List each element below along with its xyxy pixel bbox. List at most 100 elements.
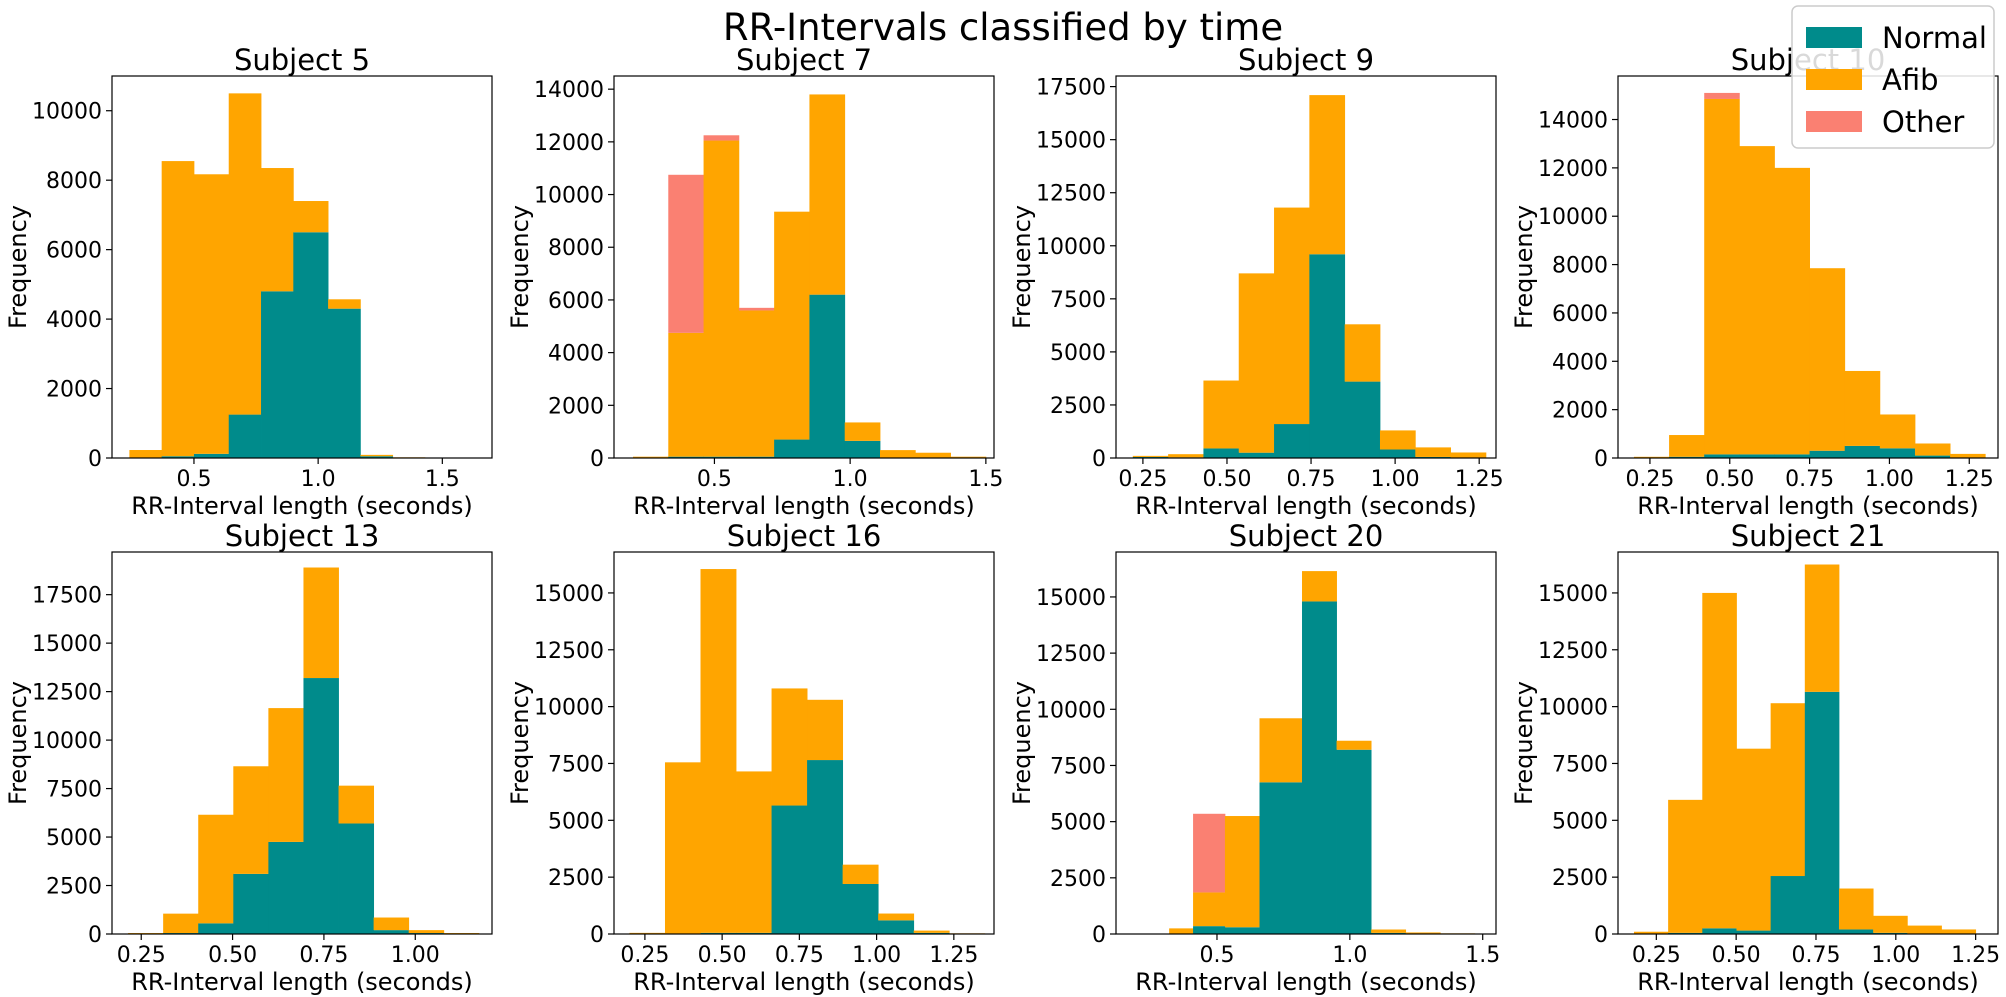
bar-other bbox=[668, 174, 704, 333]
bar-afib bbox=[1844, 370, 1881, 446]
bar-normal bbox=[771, 805, 808, 934]
y-tick-label: 0 bbox=[590, 447, 604, 472]
bar-normal bbox=[373, 930, 410, 934]
bar-afib bbox=[228, 93, 262, 415]
y-axis-label: Frequency bbox=[1008, 205, 1036, 329]
y-axis-label: Frequency bbox=[1510, 205, 1538, 329]
bar-afib bbox=[633, 456, 669, 458]
x-tick-label: 1.25 bbox=[1951, 943, 2000, 968]
y-axis-label: Frequency bbox=[1008, 681, 1036, 805]
bar-afib bbox=[1405, 932, 1441, 934]
bars bbox=[1169, 571, 1476, 934]
bar-normal bbox=[668, 456, 704, 458]
bar-normal bbox=[360, 456, 394, 458]
bar-afib bbox=[738, 310, 775, 457]
bar-normal bbox=[1844, 445, 1881, 458]
y-tick-label: 7500 bbox=[1050, 288, 1106, 313]
bar-afib bbox=[408, 930, 445, 934]
x-tick-label: 0.50 bbox=[1705, 467, 1754, 492]
y-tick-label: 12000 bbox=[1538, 157, 1608, 182]
legend: Normal Afib Other bbox=[1791, 5, 1995, 149]
bar-normal bbox=[1736, 930, 1772, 934]
y-tick-label: 15000 bbox=[534, 582, 604, 607]
bar-normal bbox=[703, 456, 740, 458]
y-tick-label: 4000 bbox=[46, 308, 102, 333]
figure-title: RR-Intervals classified by time bbox=[723, 6, 1283, 49]
bar-afib bbox=[1224, 816, 1260, 928]
bar-normal bbox=[1669, 456, 1705, 458]
axes-frame bbox=[1617, 551, 1999, 935]
bar-normal bbox=[1914, 455, 1951, 458]
bar-normal bbox=[1704, 454, 1740, 458]
y-tick-label: 5000 bbox=[1552, 809, 1608, 834]
subplot-title: Subject 20 bbox=[1229, 519, 1384, 553]
x-tick-label: 1.00 bbox=[1371, 467, 1420, 492]
y-tick-label: 10000 bbox=[1538, 696, 1608, 721]
x-tick-label: 1.0 bbox=[1332, 943, 1367, 968]
bar-afib bbox=[880, 450, 916, 458]
bar-normal bbox=[328, 308, 361, 458]
bar-afib bbox=[664, 762, 701, 934]
bars bbox=[629, 569, 986, 934]
bar-afib bbox=[950, 456, 987, 458]
subplot-title: Subject 16 bbox=[727, 519, 882, 553]
bar-afib bbox=[328, 299, 361, 309]
x-axis-label: RR-Interval length (seconds) bbox=[131, 492, 473, 520]
bar-other bbox=[1704, 92, 1740, 99]
bar-afib bbox=[1907, 925, 1942, 934]
bar-normal bbox=[878, 920, 915, 934]
y-tick-label: 6000 bbox=[46, 239, 102, 264]
bar-afib bbox=[261, 168, 294, 292]
x-tick-label: 0.25 bbox=[1118, 467, 1167, 492]
y-tick-label: 15000 bbox=[1538, 582, 1608, 607]
x-tick-label: 0.5 bbox=[176, 467, 211, 492]
bar-normal bbox=[293, 232, 329, 458]
y-tick-label: 10000 bbox=[32, 100, 102, 125]
y-tick-label: 0 bbox=[590, 923, 604, 948]
bar-normal bbox=[1838, 929, 1874, 934]
legend-label-other: Other bbox=[1882, 105, 1964, 139]
y-axis-label: Frequency bbox=[506, 205, 534, 329]
bar-afib bbox=[703, 140, 740, 457]
axes-frame bbox=[1115, 75, 1497, 459]
bar-afib bbox=[1169, 928, 1194, 934]
x-tick-label: 0.75 bbox=[775, 943, 824, 968]
subplot-5: 0.25 0.50 0.75 1.00 0 2500 5000 7500 10000 12500 1… bbox=[4, 519, 493, 996]
bar-afib bbox=[1274, 207, 1310, 425]
y-tick-label: 0 bbox=[88, 923, 102, 948]
axes-frame bbox=[613, 551, 995, 935]
y-tick-label: 5000 bbox=[46, 826, 102, 851]
y-tick-label: 15000 bbox=[32, 632, 102, 657]
bar-afib bbox=[193, 174, 230, 454]
bar-afib bbox=[1739, 146, 1775, 455]
bar-afib bbox=[1259, 718, 1303, 783]
x-tick-label: 1.25 bbox=[929, 943, 978, 968]
y-tick-label: 6000 bbox=[1552, 302, 1608, 327]
y-tick-label: 7500 bbox=[46, 778, 102, 803]
x-axis-label: RR-Interval length (seconds) bbox=[1637, 492, 1979, 520]
y-tick-label: 8000 bbox=[46, 169, 102, 194]
subplot-6: 0.25 0.50 0.75 1.00 1.25 0 2500 5000 7500 10000 12… bbox=[506, 519, 995, 996]
bar-afib bbox=[1668, 799, 1703, 933]
bar-afib bbox=[1804, 564, 1840, 692]
bar-normal bbox=[1302, 601, 1337, 934]
bar-afib bbox=[1371, 929, 1407, 933]
bar-afib bbox=[198, 814, 234, 924]
bar-normal bbox=[1193, 926, 1226, 934]
bar-normal bbox=[774, 439, 810, 458]
subplot-8: 0.25 0.50 0.75 1.00 1.25 0 2500 5000 7500 10000 12… bbox=[1510, 519, 2000, 996]
bar-afib bbox=[913, 930, 950, 933]
y-tick-label: 5000 bbox=[1050, 341, 1106, 366]
bar-afib bbox=[338, 785, 375, 824]
y-tick-label: 0 bbox=[1594, 447, 1608, 472]
bar-afib bbox=[163, 913, 199, 934]
y-tick-label: 2500 bbox=[1552, 866, 1608, 891]
bars bbox=[128, 567, 480, 934]
x-axis-label: RR-Interval length (seconds) bbox=[633, 968, 975, 996]
bar-afib bbox=[1379, 430, 1416, 450]
bar-normal bbox=[1203, 448, 1240, 458]
bar-normal bbox=[1224, 927, 1260, 934]
bar-normal bbox=[809, 294, 846, 458]
bar-other bbox=[703, 135, 740, 141]
